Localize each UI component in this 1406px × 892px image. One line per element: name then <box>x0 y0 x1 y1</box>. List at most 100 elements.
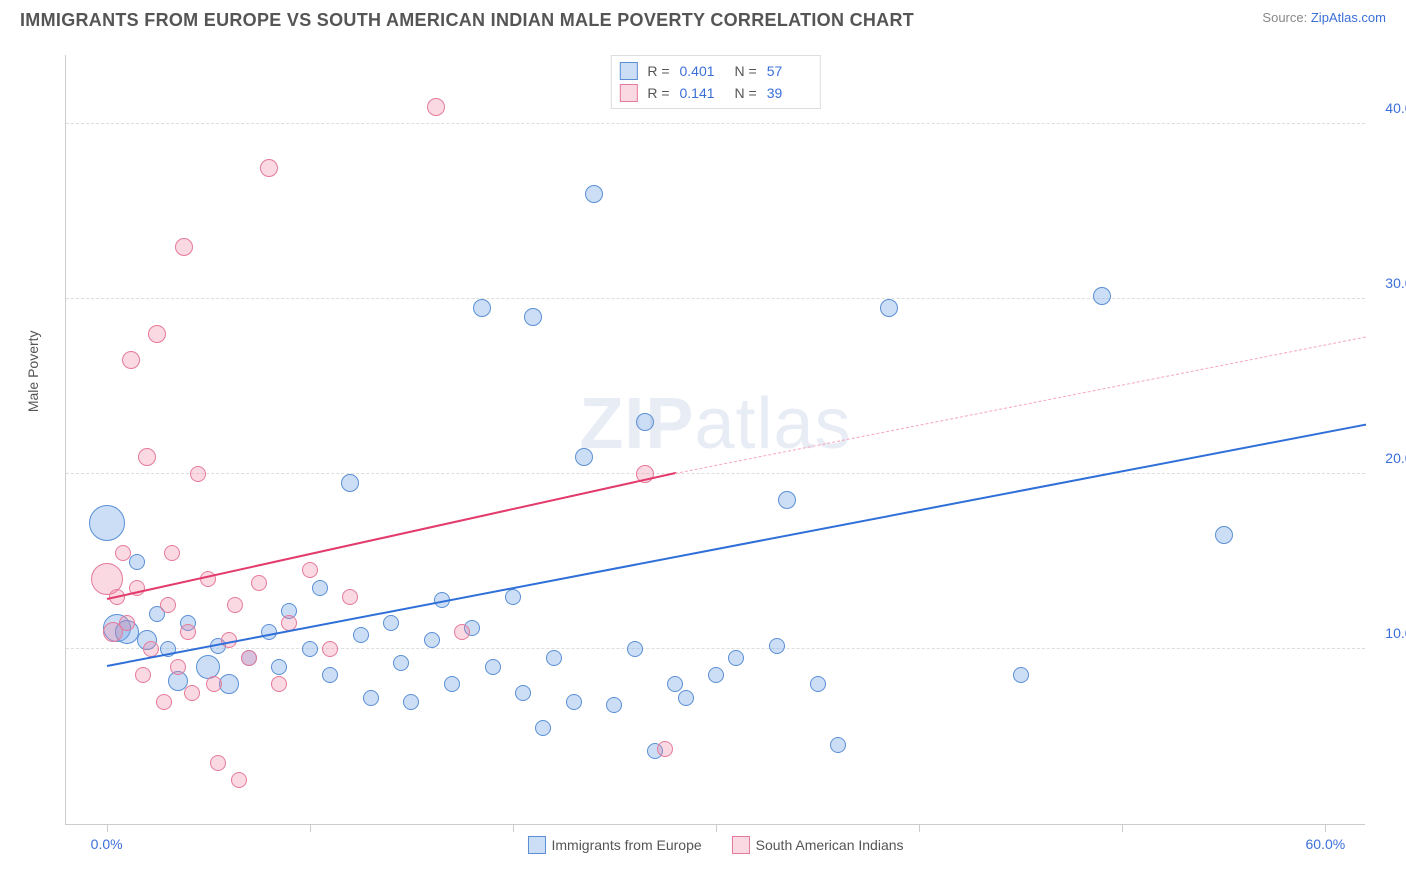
data-point <box>444 676 460 692</box>
y-axis-label: Male Poverty <box>25 330 41 412</box>
data-point <box>363 690 379 706</box>
r-value: 0.401 <box>680 63 725 79</box>
data-point <box>271 676 287 692</box>
data-point <box>135 667 151 683</box>
data-point <box>170 659 186 675</box>
legend-swatch <box>732 836 750 854</box>
data-point <box>122 351 140 369</box>
data-point <box>515 685 531 701</box>
data-point <box>524 308 542 326</box>
data-point <box>129 554 145 570</box>
legend-item: South American Indians <box>732 836 904 854</box>
data-point <box>810 676 826 692</box>
data-point <box>778 491 796 509</box>
data-point <box>164 545 180 561</box>
data-point <box>312 580 328 596</box>
data-point <box>206 676 222 692</box>
legend-label: South American Indians <box>756 837 904 853</box>
r-label: R = <box>647 85 669 101</box>
source-link[interactable]: ZipAtlas.com <box>1311 10 1386 25</box>
source-label: Source: <box>1262 10 1307 25</box>
data-point <box>138 448 156 466</box>
x-tick-label: 60.0% <box>1306 836 1346 852</box>
legend-series: Immigrants from Europe South American Ind… <box>527 836 903 854</box>
data-point <box>566 694 582 710</box>
legend-swatch <box>619 84 637 102</box>
data-point <box>241 650 257 666</box>
data-point <box>180 624 196 640</box>
data-point <box>353 627 369 643</box>
data-point <box>261 624 277 640</box>
plot-area: ZIPatlas R =0.401N =57R =0.141N =39 Immi… <box>65 55 1365 825</box>
data-point <box>393 655 409 671</box>
data-point <box>148 325 166 343</box>
data-point <box>302 562 318 578</box>
data-point <box>302 641 318 657</box>
data-point <box>728 650 744 666</box>
header: IMMIGRANTS FROM EUROPE VS SOUTH AMERICAN… <box>0 0 1406 36</box>
gridline <box>66 648 1365 649</box>
data-point <box>1013 667 1029 683</box>
data-point <box>119 615 135 631</box>
r-value: 0.141 <box>680 85 725 101</box>
data-point <box>156 694 172 710</box>
watermark: ZIPatlas <box>579 383 851 465</box>
data-point <box>454 624 470 640</box>
data-point <box>424 632 440 648</box>
legend-swatch <box>527 836 545 854</box>
data-point <box>606 697 622 713</box>
data-point <box>636 413 654 431</box>
data-point <box>769 638 785 654</box>
y-tick-label: 30.0% <box>1370 275 1406 291</box>
data-point <box>89 505 125 541</box>
data-point <box>115 545 131 561</box>
data-point <box>341 474 359 492</box>
data-point <box>667 676 683 692</box>
n-label: N = <box>735 63 757 79</box>
trendline <box>106 472 675 600</box>
data-point <box>485 659 501 675</box>
data-point <box>627 641 643 657</box>
legend-correlation: R = 0.401 N = 57 R = 0.141 N = 39 <box>610 55 820 109</box>
gridline <box>66 123 1365 124</box>
x-tick-label: 0.0% <box>91 836 123 852</box>
n-value: 39 <box>767 85 812 101</box>
data-point <box>322 667 338 683</box>
x-tick <box>919 824 920 832</box>
data-point <box>251 575 267 591</box>
data-point <box>196 655 220 679</box>
y-tick-label: 20.0% <box>1370 450 1406 466</box>
data-point <box>830 737 846 753</box>
x-tick <box>513 824 514 832</box>
trendline <box>675 337 1366 474</box>
data-point <box>1093 287 1111 305</box>
data-point <box>322 641 338 657</box>
data-point <box>473 299 491 317</box>
x-tick <box>716 824 717 832</box>
data-point <box>271 659 287 675</box>
n-value: 57 <box>767 63 812 79</box>
data-point <box>160 597 176 613</box>
data-point <box>342 589 358 605</box>
x-tick <box>1325 824 1326 832</box>
chart-title: IMMIGRANTS FROM EUROPE VS SOUTH AMERICAN… <box>20 10 914 31</box>
data-point <box>260 159 278 177</box>
y-tick-label: 40.0% <box>1370 100 1406 116</box>
data-point <box>505 589 521 605</box>
gridline <box>66 298 1365 299</box>
data-point <box>383 615 399 631</box>
data-point <box>585 185 603 203</box>
legend-row: R = 0.141 N = 39 <box>619 82 811 104</box>
n-label: N = <box>735 85 757 101</box>
data-point <box>190 466 206 482</box>
data-point <box>678 690 694 706</box>
data-point <box>1215 526 1233 544</box>
trendline <box>106 423 1366 666</box>
legend-row: R =0.401N =57 <box>619 60 811 82</box>
legend-item: Immigrants from Europe <box>527 836 701 854</box>
data-point <box>403 694 419 710</box>
y-tick-label: 10.0% <box>1370 625 1406 641</box>
data-point <box>231 772 247 788</box>
data-point <box>657 741 673 757</box>
data-point <box>427 98 445 116</box>
